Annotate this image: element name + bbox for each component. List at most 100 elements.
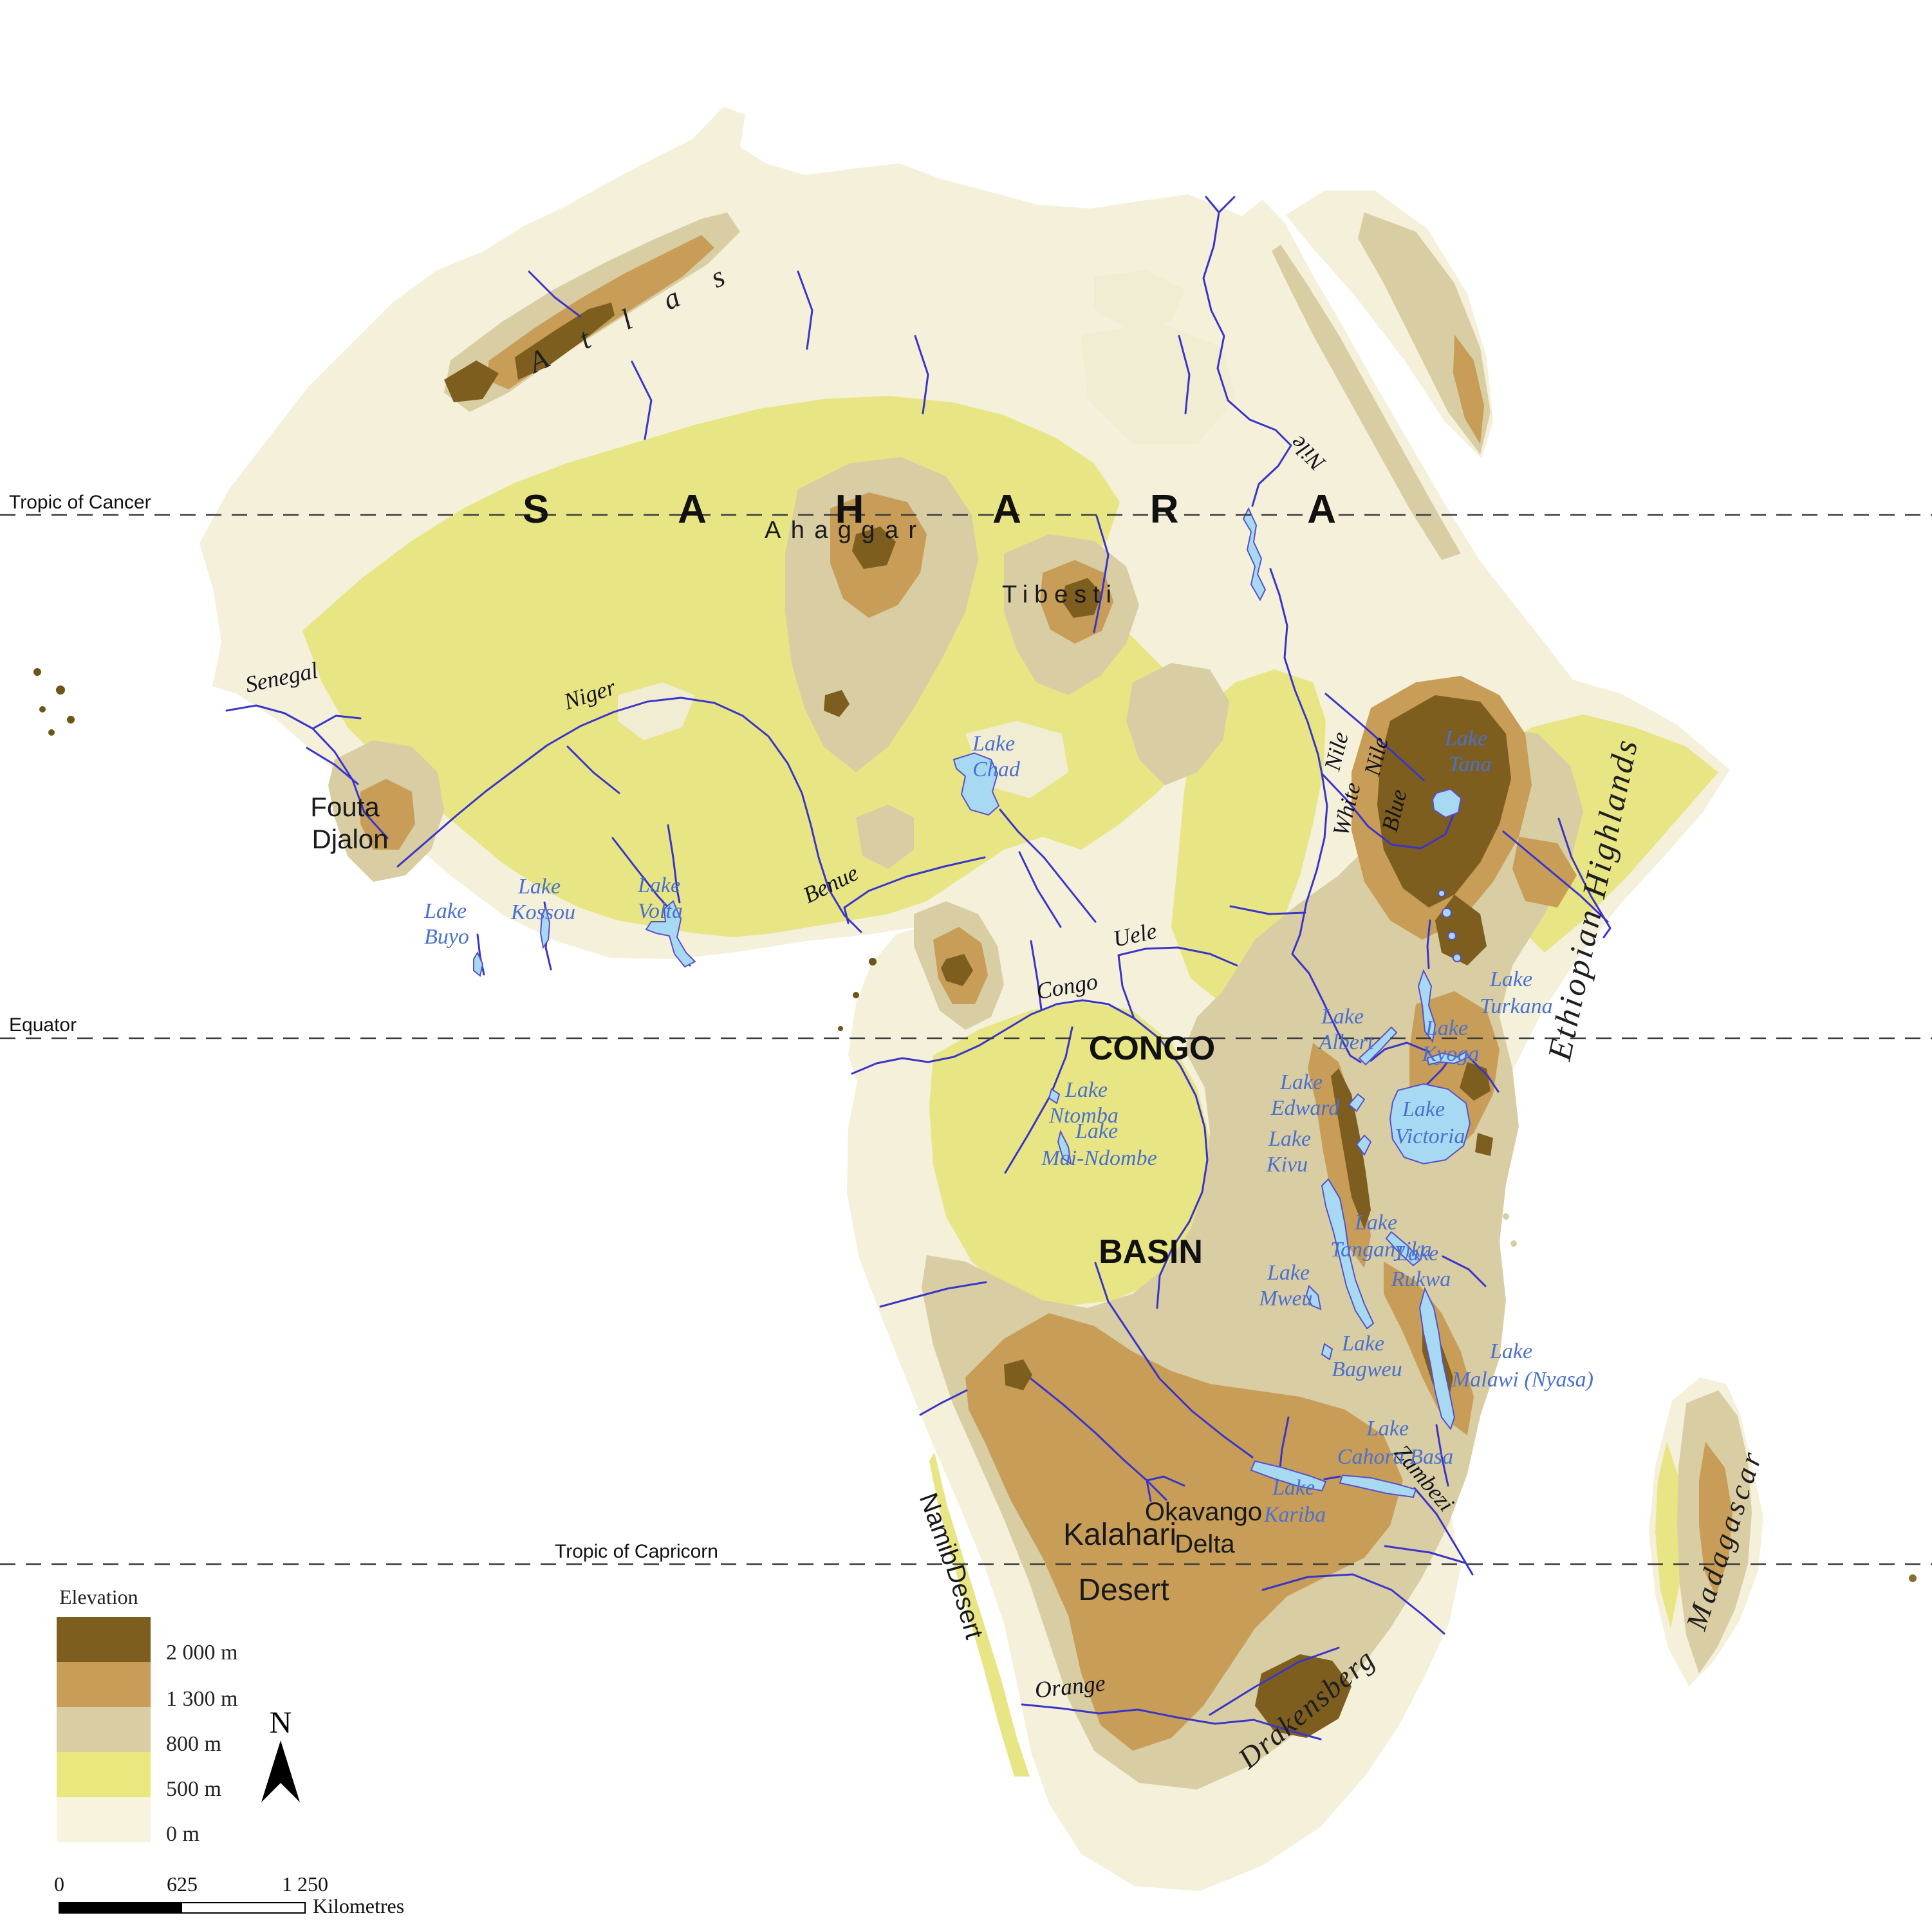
cape-verde-island [48,729,55,736]
rift-valley-lake [1438,890,1445,897]
lake-label: Cahora Basa [1337,1445,1453,1469]
zanzibar-island [1510,1240,1517,1247]
lake-label: Lake [1489,1339,1532,1363]
lake-label: Lake [1064,1078,1108,1102]
river-chari [999,808,1097,923]
wadi-4 [1178,335,1191,415]
lake-label: Bagweu [1332,1357,1402,1381]
libyan-desert-pale [1081,322,1236,444]
river-black-volta [611,837,673,913]
lake-label: Albert [1318,1031,1375,1054]
lake-label: Kyoga [1422,1042,1480,1066]
lake-edward [1348,1093,1366,1112]
elev-800-arabia [1358,212,1491,454]
lake-label: Volta [638,899,683,923]
lake-chad [952,752,1000,816]
elev-800-darfur [1126,663,1229,785]
guinea-gulf-island [853,992,859,998]
legend-swatch-1300m [57,1662,151,1707]
legend-swatch-2000m [57,1617,151,1662]
river-cuanza [879,1281,987,1308]
lake-label: Lake [1354,1211,1397,1235]
lake-label: Lake [1272,1476,1315,1500]
river-okavango-fan-1 [1146,1479,1167,1501]
lake-label: Kossou [510,900,575,924]
lake-label: Tana [1449,752,1492,776]
river-blue-nile [1321,772,1456,850]
lake-label: Tanganyika [1330,1238,1431,1262]
river-senegal [225,704,389,839]
scale-unit: Kilometres [313,1894,404,1917]
legend: Elevation 2 000 m 1 300 m 800 m 500 m 0 … [57,1585,237,1846]
river-cunene [919,1389,968,1416]
lake-label: Lake [1075,1119,1118,1143]
river-omo [1426,919,1431,969]
elev-2000-air [824,690,850,717]
niger-inland-delta-pale [618,682,695,740]
lake-kyoga [1426,1050,1470,1066]
lake-rukwa [1385,1231,1421,1267]
river-rufiji [1442,1255,1487,1287]
river-okavango-fan-2 [1146,1475,1185,1487]
elev-2000-kilimanjaro [1475,1133,1493,1156]
lake-label: Lake [1444,727,1487,751]
legend-swatch-500m [57,1752,151,1797]
guinea-gulf-island [838,1026,843,1031]
rift-valley-lake [1447,931,1456,940]
lakes-layer [473,507,1471,1498]
lake-label: Kariba [1263,1503,1326,1527]
scale-tick-1250: 1 250 [282,1872,328,1896]
lake-mai-ndombe [1057,1130,1072,1166]
tropic-of-cancer-label: Tropic of Cancer [9,492,151,513]
river-zambezi-upper [1094,1262,1254,1459]
lake-bangweulu [1321,1343,1333,1361]
elev-2000-cameroon [941,954,973,986]
lake-label: Buyo [424,925,469,949]
wadi-3 [631,360,653,440]
river-bani [566,745,620,794]
river-okavango [1030,1377,1148,1482]
region-label: BASIN [1099,1233,1203,1271]
lake-label: Kivu [1266,1153,1308,1177]
rift-valley-lake [1442,908,1452,918]
lake-label: Lake [1267,1261,1310,1285]
legend-label-500m: 500 m [166,1777,221,1801]
river-nile-delta-west [1205,196,1220,214]
lake-label: Lake [1402,1097,1445,1121]
depressions-layer [618,270,1236,798]
region-label: Djalon [311,824,388,854]
lake-label: Lake [1341,1332,1384,1356]
lake-label: Mweu [1258,1287,1312,1311]
river-jubba [1557,817,1612,938]
elev-2000-ahaggar [852,527,896,569]
north-arrow-label: N [270,1706,292,1740]
river-buyo-feeder [476,933,485,976]
elev-1300-west-rift [1308,1043,1371,1268]
river-nile-south [1269,568,1323,775]
qattara-depression [1094,270,1184,328]
legend-swatch-0m [57,1797,151,1842]
lake-label: Malawi (Nyasa) [1451,1368,1593,1392]
elev-500-madagascar-strip [1655,1442,1684,1628]
lake-label: Lake [1395,1242,1438,1265]
cape-verde-island [39,706,46,713]
elev-1300-fouta-core [360,779,415,850]
elev-2000-rwenzori-strip [1331,1068,1371,1229]
elev-800-red-sea-hills [1272,245,1461,560]
lake-label: Lake [517,875,561,899]
lake-buyo [473,951,484,977]
elev-2000-tibesti [1062,578,1102,618]
lake-turkana [1417,969,1436,1043]
river-zambezi-lower [1413,1487,1474,1576]
lake-cahora-bassa [1339,1474,1417,1498]
river-niger [396,696,862,933]
lake-label: Lake [1279,1070,1323,1094]
wadi-1 [797,270,813,350]
legend-label-2000m: 2 000 m [166,1641,237,1665]
river-logone [1018,851,1062,928]
lake-ntomba [1048,1088,1061,1105]
north-arrow-icon [261,1740,300,1802]
region-label: CONGO [1089,1030,1215,1067]
region-label: Okavango [1145,1498,1262,1526]
